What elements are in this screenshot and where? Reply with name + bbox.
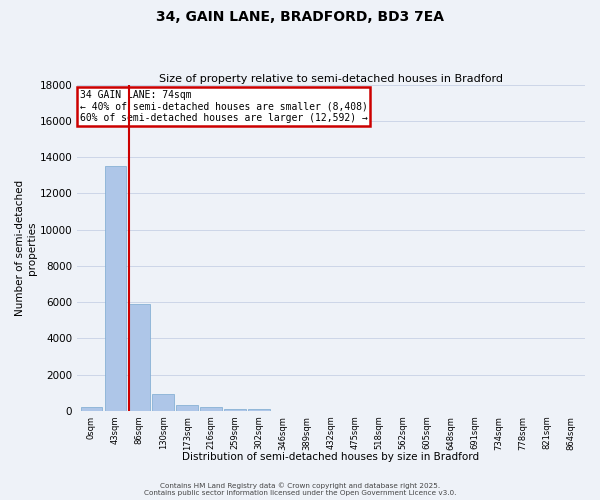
Title: Size of property relative to semi-detached houses in Bradford: Size of property relative to semi-detach… <box>159 74 503 84</box>
Bar <box>224 408 246 411</box>
Text: Contains public sector information licensed under the Open Government Licence v3: Contains public sector information licen… <box>144 490 456 496</box>
Text: Contains HM Land Registry data © Crown copyright and database right 2025.: Contains HM Land Registry data © Crown c… <box>160 482 440 489</box>
Bar <box>200 407 222 411</box>
Bar <box>128 304 150 411</box>
Bar <box>80 407 102 411</box>
Y-axis label: Number of semi-detached
properties: Number of semi-detached properties <box>15 180 37 316</box>
X-axis label: Distribution of semi-detached houses by size in Bradford: Distribution of semi-detached houses by … <box>182 452 479 462</box>
Bar <box>152 394 174 411</box>
Bar <box>176 405 198 411</box>
Text: 34, GAIN LANE, BRADFORD, BD3 7EA: 34, GAIN LANE, BRADFORD, BD3 7EA <box>156 10 444 24</box>
Bar <box>248 410 270 411</box>
Bar <box>104 166 126 411</box>
Text: 34 GAIN LANE: 74sqm
← 40% of semi-detached houses are smaller (8,408)
60% of sem: 34 GAIN LANE: 74sqm ← 40% of semi-detach… <box>80 90 367 123</box>
